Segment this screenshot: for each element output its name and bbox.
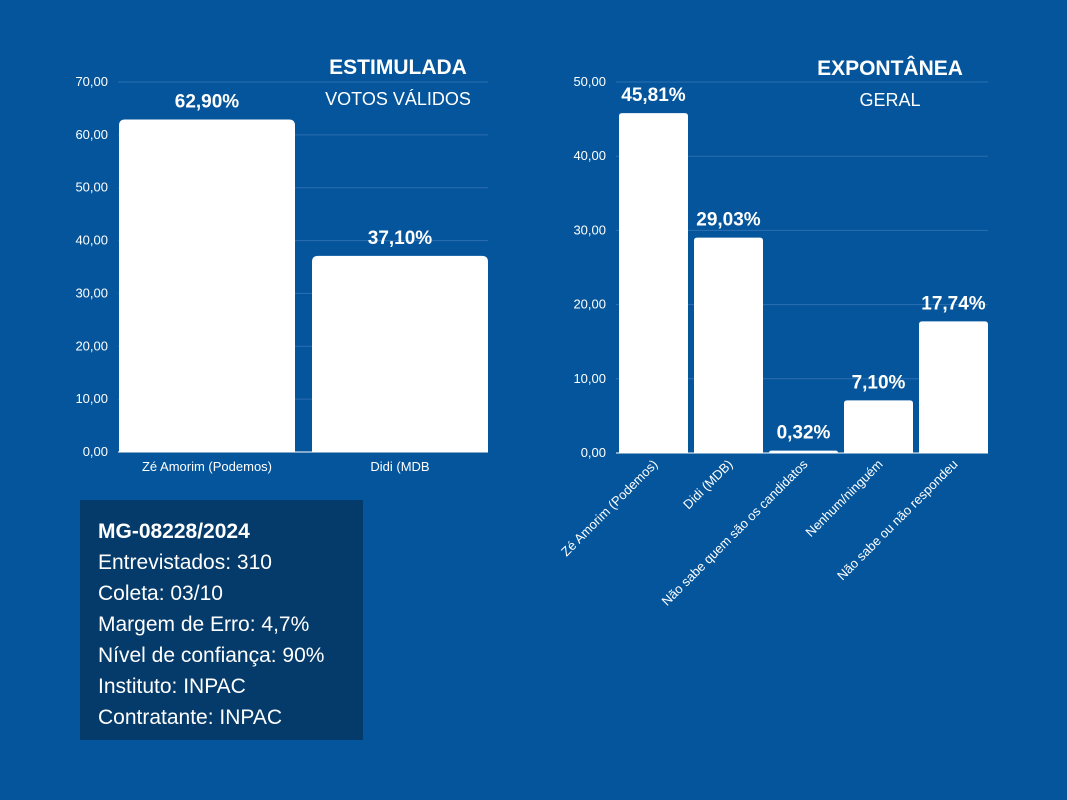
- y-tick-label: 30,00: [75, 285, 108, 300]
- data-label: 17,74%: [921, 293, 986, 314]
- category-label: Didi (MDB: [370, 459, 429, 474]
- chart-subtitle: VOTOS VÁLIDOS: [325, 89, 471, 109]
- y-tick-label: 40,00: [75, 233, 108, 248]
- chart-expontanea: 0,00 10,00 20,00 30,00 40,00 50,00 45,81% Zé Am…: [558, 56, 988, 609]
- bar: [769, 450, 838, 453]
- bar: [844, 400, 913, 453]
- poll-institute: Instituto: INPAC: [98, 675, 246, 698]
- y-tick-label: 60,00: [75, 127, 108, 142]
- poll-info-box: MG-08228/2024 Entrevistados: 310 Coleta:…: [80, 500, 363, 740]
- category-label: Não sabe ou não respondeu: [834, 457, 961, 584]
- y-tick-label: 30,00: [573, 222, 606, 237]
- chart-estimulada: 0,00 10,00 20,00 30,00 40,00 50,00 60,00 70,00 6…: [75, 56, 488, 474]
- data-label: 62,90%: [175, 92, 240, 113]
- category-label: Zé Amorim (Podemos): [142, 459, 272, 474]
- y-tick-label: 20,00: [573, 297, 606, 312]
- chart-title: EXPONTÂNEA: [817, 56, 963, 80]
- category-label: Não sabe quem são os candidatos: [658, 456, 811, 609]
- chart-subtitle: GERAL: [859, 90, 920, 110]
- bar: [119, 119, 295, 453]
- bar: [694, 237, 763, 453]
- bar: [919, 321, 988, 453]
- data-label: 29,03%: [696, 210, 761, 231]
- y-tick-label: 0,00: [581, 445, 606, 460]
- bar: [312, 255, 488, 452]
- data-label: 7,10%: [852, 372, 906, 393]
- category-label: Nenhum/ninguém: [802, 457, 885, 540]
- poll-margin-of-error: Margem de Erro: 4,7%: [98, 613, 310, 636]
- poll-collection-date: Coleta: 03/10: [98, 582, 223, 605]
- data-label: 0,32%: [777, 423, 831, 444]
- y-tick-label: 10,00: [75, 391, 108, 406]
- y-tick-label: 40,00: [573, 148, 606, 163]
- poll-code: MG-08228/2024: [98, 520, 250, 543]
- y-tick-label: 10,00: [573, 371, 606, 386]
- category-label: Didi (MDB): [680, 457, 736, 513]
- y-tick-label: 70,00: [75, 74, 108, 89]
- data-label: 45,81%: [621, 85, 686, 106]
- y-tick-label: 50,00: [573, 74, 606, 89]
- y-tick-label: 20,00: [75, 338, 108, 353]
- category-label: Zé Amorim (Podemos): [558, 457, 661, 560]
- poll-confidence-level: Nível de confiança: 90%: [98, 644, 325, 667]
- poll-interviewed: Entrevistados: 310: [98, 551, 272, 574]
- poll-contractor: Contratante: INPAC: [98, 706, 283, 729]
- y-tick-label: 50,00: [75, 180, 108, 195]
- bar: [619, 113, 688, 454]
- y-tick-label: 0,00: [83, 444, 108, 459]
- data-label: 37,10%: [368, 228, 433, 249]
- chart-title: ESTIMULADA: [329, 56, 467, 79]
